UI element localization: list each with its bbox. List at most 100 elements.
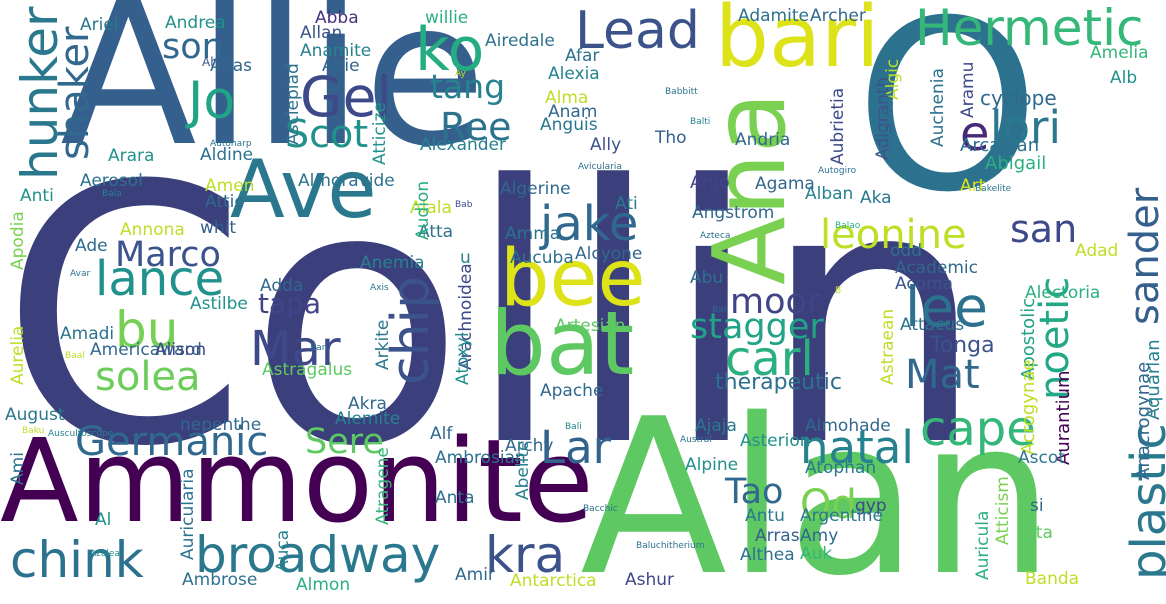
cloud-word: kra <box>485 526 566 584</box>
cloud-word: Bakelite <box>975 184 1012 194</box>
cloud-word: Abie <box>322 56 360 76</box>
cloud-word: Alemite <box>335 409 401 429</box>
cloud-word: Austral <box>680 435 712 445</box>
cloud-word: Alison <box>155 340 207 360</box>
cloud-word: Ban <box>310 343 328 353</box>
cloud-word: Jo <box>188 71 236 131</box>
cloud-word: Alexander <box>420 135 507 155</box>
cloud-word: Al <box>95 510 112 530</box>
cloud-word: Apodia <box>8 211 28 270</box>
cloud-word: Ally <box>590 135 622 155</box>
cloud-word: Atlas <box>210 56 252 76</box>
cloud-word: Ree <box>440 105 512 149</box>
cloud-word: Allie <box>60 0 487 191</box>
cloud-word: Hermetic <box>915 0 1144 57</box>
cloud-word: Atta <box>418 222 454 242</box>
cloud-word: Bal <box>712 305 727 315</box>
cloud-word: Angstrom <box>692 203 775 223</box>
cloud-word: Sere <box>305 422 384 462</box>
cloud-word: Auricularia <box>178 468 198 560</box>
cloud-word: gyp <box>855 496 887 516</box>
cloud-word: lee <box>905 275 988 339</box>
cloud-word: Od <box>800 482 857 528</box>
cloud-word: solea <box>95 354 201 400</box>
cloud-word: Asterion <box>740 431 811 451</box>
cloud-word: Adad <box>1075 241 1119 261</box>
cloud-word: moor <box>730 282 822 322</box>
cloud-word: Atlantic <box>878 87 898 152</box>
cloud-word: Acoma <box>895 274 954 294</box>
cloud-word: Almon <box>296 575 351 595</box>
cloud-word: Auscultoscope <box>48 429 114 439</box>
cloud-word: Alectoria <box>1025 283 1101 303</box>
cloud-word: Althea <box>740 545 795 565</box>
cloud-word: tang <box>430 67 506 106</box>
cloud-word: shaker <box>52 26 98 161</box>
cloud-word: leonine <box>820 212 967 258</box>
cloud-word: Ashur <box>625 570 675 590</box>
cloud-word: Axis <box>370 283 389 293</box>
cloud-word: Auk <box>800 544 833 564</box>
cloud-word: Azteca <box>700 231 731 241</box>
cloud-word: Allan <box>300 23 343 43</box>
cloud-word: e <box>960 106 990 162</box>
cloud-word: carl <box>725 331 814 387</box>
cloud-word: Akra <box>348 394 387 414</box>
cloud-word: Art <box>960 176 986 196</box>
cloud-word: lori <box>990 101 1062 154</box>
cloud-word: Gel <box>300 65 392 129</box>
cloud-word: Avicularia <box>578 162 622 172</box>
cloud-word: Alb <box>1110 68 1138 88</box>
cloud-word: odd <box>890 241 922 261</box>
cloud-word: Antarctica <box>510 571 597 591</box>
cloud-word: Andrea <box>165 13 226 33</box>
cloud-word: Bacchic <box>583 504 618 514</box>
cloud-word: Anti <box>20 186 54 206</box>
cloud-word: Attacus <box>900 315 965 335</box>
cloud-word: Abigail <box>985 153 1047 174</box>
cloud-word: ko <box>415 15 485 85</box>
cloud-word: cyclope <box>980 86 1057 110</box>
cloud-word: Arcadian <box>960 135 1040 156</box>
cloud-word: jake <box>540 196 639 252</box>
cloud-word: chink <box>10 531 144 589</box>
cloud-word: Arras <box>755 526 800 546</box>
cloud-word: Aerosol <box>80 171 143 191</box>
cloud-word: willie <box>425 8 469 28</box>
cloud-word: Archy <box>505 436 554 456</box>
cloud-word: Andria <box>735 130 791 150</box>
cloud-word: Anam <box>548 102 598 122</box>
cloud-word: Almoravide <box>298 171 395 191</box>
cloud-word: Astilbe <box>190 294 248 314</box>
cloud-word: Artesian <box>555 316 626 336</box>
cloud-word: lance <box>95 251 225 307</box>
cloud-word: Audion <box>413 180 433 240</box>
cloud-word: son <box>162 27 224 67</box>
cloud-word: uta <box>1025 523 1053 543</box>
cloud-word: bat <box>490 292 635 395</box>
cloud-word: Astraean <box>878 308 898 385</box>
cloud-word: stagger <box>690 307 824 347</box>
cloud-word: Aldine <box>200 145 254 165</box>
cloud-word: Asclepiad <box>283 63 303 145</box>
cloud-word: Ambrosian <box>435 448 526 468</box>
cloud-word: Adda <box>260 276 304 296</box>
cloud-word: Marco <box>115 235 221 275</box>
cloud-word: Acrogynae <box>1018 359 1039 455</box>
cloud-word: Ammonite <box>0 415 594 549</box>
cloud-word: bu <box>115 301 179 359</box>
cloud-word: Auca <box>273 529 293 572</box>
cloud-word: Adamite <box>738 6 809 26</box>
cloud-word: Archer <box>810 6 866 26</box>
cloud-word: Aubrietia <box>828 87 848 165</box>
cloud-word: cape <box>920 401 1036 457</box>
cloud-word: Alan <box>580 372 1055 604</box>
cloud-word: Algerine <box>500 179 571 199</box>
cloud-word: Banda <box>1025 569 1080 589</box>
cloud-word: Argo <box>690 173 730 193</box>
cloud-word: Atoxyl <box>453 332 473 385</box>
cloud-word: Annona <box>120 220 185 240</box>
cloud-word: Scot <box>285 112 369 156</box>
cloud-word: Alban <box>805 184 854 204</box>
